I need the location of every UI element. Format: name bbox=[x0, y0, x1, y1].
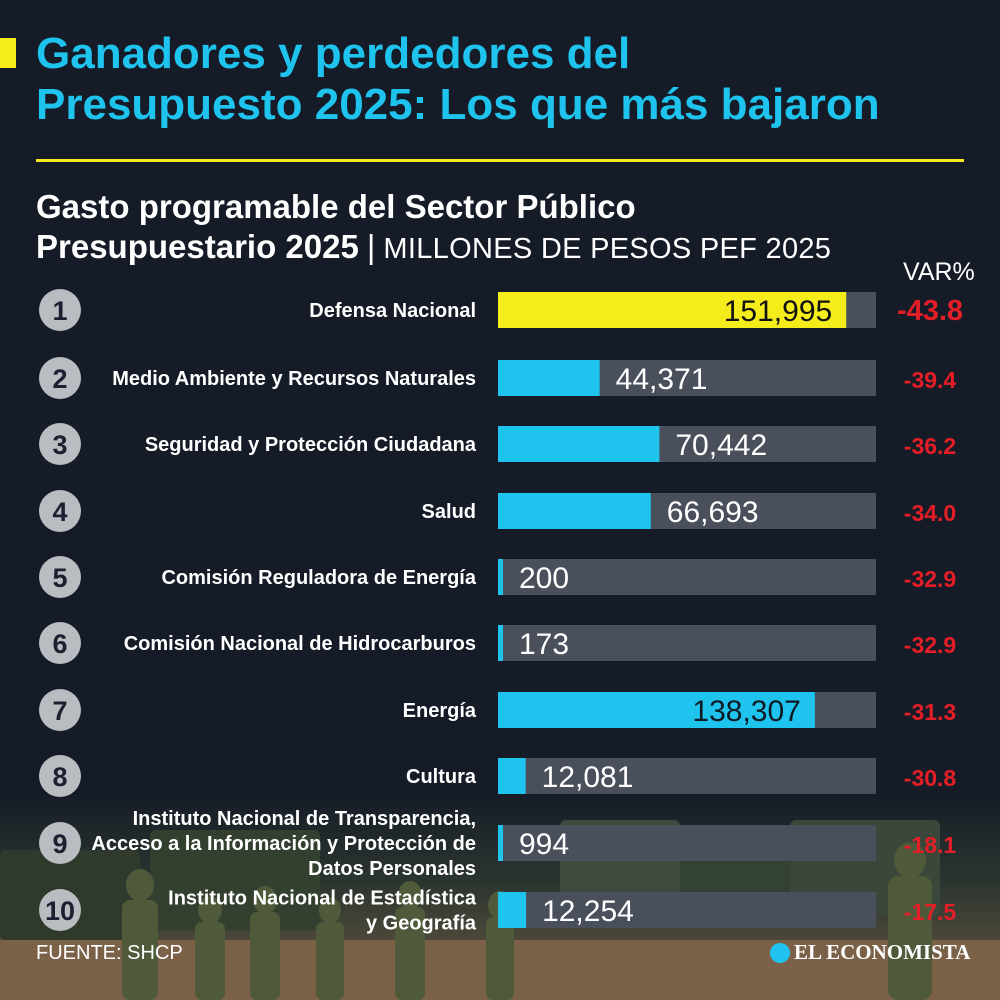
rank-number: 7 bbox=[52, 696, 67, 726]
bar-track bbox=[498, 892, 876, 928]
variation-label: -18.1 bbox=[904, 832, 957, 858]
bar bbox=[498, 758, 526, 794]
rank-badge bbox=[39, 822, 81, 864]
variation-label: -32.9 bbox=[904, 632, 956, 658]
rank-number: 3 bbox=[52, 430, 67, 460]
rank-badge bbox=[39, 556, 81, 598]
title-line-1: Ganadores y perdedores del bbox=[36, 29, 631, 78]
rank-badge bbox=[39, 755, 81, 797]
value-label: 173 bbox=[519, 628, 569, 661]
value-label: 66,693 bbox=[667, 496, 759, 529]
bar-track bbox=[498, 559, 876, 595]
rank-number: 8 bbox=[52, 762, 67, 792]
bar-track bbox=[498, 758, 876, 794]
value-label: 44,371 bbox=[616, 363, 708, 396]
bar bbox=[498, 892, 527, 928]
rank-badge bbox=[39, 357, 81, 399]
value-label: 138,307 bbox=[692, 695, 800, 728]
rank-number: 10 bbox=[45, 896, 75, 926]
rank-number: 4 bbox=[52, 497, 67, 527]
title-divider bbox=[36, 159, 964, 162]
rank-badge bbox=[39, 689, 81, 731]
category-label: Energía bbox=[403, 700, 477, 722]
subtitle-separator: | bbox=[366, 228, 376, 265]
bar bbox=[498, 493, 651, 529]
logo-text: EL ECONOMISTA bbox=[794, 940, 971, 964]
logo-icon bbox=[770, 942, 790, 963]
rank-badge bbox=[39, 289, 81, 331]
rank-number: 2 bbox=[52, 364, 67, 394]
bar-chart: 1 Defensa Nacional 151,995 -43.8 2 Medio Ambi… bbox=[39, 289, 963, 935]
bar bbox=[498, 825, 503, 861]
bar bbox=[498, 559, 503, 595]
category-label: Seguridad y Protección Ciudadana bbox=[145, 434, 477, 456]
value-label: 200 bbox=[519, 562, 569, 595]
title-line-2: Presupuesto 2025: Los que más bajaron bbox=[36, 80, 880, 129]
source-label: FUENTE: SHCP bbox=[36, 942, 183, 964]
value-label: 70,442 bbox=[675, 429, 767, 462]
category-label: y Geografía bbox=[366, 913, 477, 935]
category-label: Comisión Nacional de Hidrocarburos bbox=[124, 633, 476, 655]
rank-number: 1 bbox=[52, 296, 67, 326]
subtitle-line-2: Presupuestario 2025 | MILLONES DE PESOS PE… bbox=[36, 227, 976, 269]
bar bbox=[498, 426, 660, 462]
variation-label: -39.4 bbox=[904, 367, 957, 393]
bar-track bbox=[498, 825, 876, 861]
rank-badge bbox=[39, 490, 81, 532]
category-label: Cultura bbox=[406, 766, 477, 788]
rank-number: 6 bbox=[52, 629, 67, 659]
value-label: 12,254 bbox=[542, 895, 634, 928]
variation-label: -36.2 bbox=[904, 433, 956, 459]
variation-label: -31.3 bbox=[904, 699, 956, 725]
variation-label: -43.8 bbox=[897, 295, 963, 327]
publisher-logo: EL ECONOMISTA bbox=[770, 940, 970, 965]
bar bbox=[498, 292, 847, 328]
value-label: 12,081 bbox=[542, 761, 634, 794]
variation-label: -32.9 bbox=[904, 566, 956, 592]
category-label: Acceso a la Información y Protección de bbox=[91, 833, 476, 855]
bar bbox=[498, 625, 503, 661]
var-header: VAR% bbox=[903, 258, 975, 286]
rank-number: 5 bbox=[52, 563, 67, 593]
category-label: Salud bbox=[422, 501, 476, 523]
units-label: MILLONES DE PESOS PEF 2025 bbox=[383, 233, 832, 265]
chart-subtitle: Gasto programable del Sector Público Pre… bbox=[36, 187, 976, 269]
bar bbox=[498, 692, 815, 728]
rank-badge bbox=[39, 889, 81, 931]
category-label: Comisión Reguladora de Energía bbox=[161, 567, 476, 589]
value-label: 994 bbox=[519, 828, 569, 861]
bar-track bbox=[498, 625, 876, 661]
accent-bar bbox=[0, 38, 16, 68]
variation-label: -17.5 bbox=[904, 899, 957, 925]
category-label: Instituto Nacional de Transparencia, bbox=[133, 808, 476, 830]
page-title: Ganadores y perdedores del Presupuesto 2… bbox=[36, 28, 986, 130]
variation-label: -34.0 bbox=[904, 500, 956, 526]
rank-badge bbox=[39, 423, 81, 465]
rank-badge bbox=[39, 622, 81, 664]
category-label: Medio Ambiente y Recursos Naturales bbox=[112, 368, 476, 390]
subtitle-line-2-text: Presupuestario 2025 bbox=[36, 228, 359, 265]
variation-label: -30.8 bbox=[904, 765, 957, 791]
category-label: Defensa Nacional bbox=[309, 300, 476, 322]
value-label: 151,995 bbox=[724, 295, 832, 328]
subtitle-line-1: Gasto programable del Sector Público bbox=[36, 188, 636, 225]
category-label: Datos Personales bbox=[308, 858, 476, 880]
bar bbox=[498, 360, 600, 396]
rank-number: 9 bbox=[52, 829, 67, 859]
category-label: Instituto Nacional de Estadística bbox=[168, 888, 477, 910]
